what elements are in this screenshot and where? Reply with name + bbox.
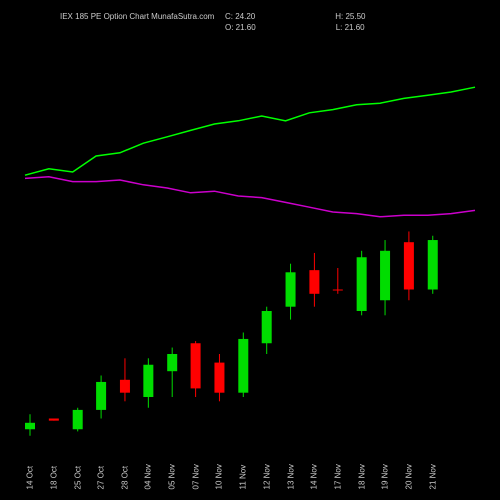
candle-body [191, 343, 201, 388]
x-axis-label: 20 Nov [404, 464, 413, 489]
candle-body [25, 423, 35, 429]
x-axis-label: 11 Nov [239, 465, 248, 490]
x-axis-label: 04 Nov [144, 464, 153, 489]
x-axis-label: 27 Oct [97, 466, 106, 490]
candle-body [49, 419, 59, 421]
candle-body [214, 363, 224, 393]
x-axis-label: 12 Nov [262, 464, 271, 489]
x-axis-label: 05 Nov [168, 464, 177, 489]
candle-body [404, 242, 414, 289]
indicator-line [25, 87, 475, 175]
x-axis-labels: 14 Oct 18 Oct 25 Oct 27 Oct 28 Oct 04 Nov 05 N… [20, 450, 480, 500]
chart-svg [0, 0, 500, 500]
x-axis-label: 25 Oct [73, 466, 82, 490]
x-axis-label: 19 Nov [381, 464, 390, 489]
candle-body [357, 257, 367, 311]
chart-container: IEX 185 PE Option Chart MunafaSutra.com … [0, 0, 500, 500]
x-axis-label: 10 Nov [215, 464, 224, 489]
x-axis-label: 28 Oct [120, 466, 129, 490]
candle-body [238, 339, 248, 393]
x-axis-label: 17 Nov [333, 464, 342, 489]
x-axis-label: 18 Nov [357, 464, 366, 489]
candle-body [309, 270, 319, 294]
x-axis-label: 14 Nov [310, 464, 319, 489]
candle-body [120, 380, 130, 393]
x-axis-label: 14 Oct [26, 466, 35, 490]
candle-body [286, 272, 296, 306]
candle-body [428, 240, 438, 289]
candle-body [96, 382, 106, 410]
candle-body [333, 290, 343, 291]
x-axis-label: 18 Oct [49, 466, 58, 490]
candle-body [73, 410, 83, 429]
candle-body [262, 311, 272, 343]
candle-body [143, 365, 153, 397]
x-axis-label: 21 Nov [428, 464, 437, 489]
x-axis-label: 13 Nov [286, 464, 295, 489]
x-axis-label: 07 Nov [191, 464, 200, 489]
candle-body [380, 251, 390, 300]
candle-body [167, 354, 177, 371]
indicator-line [25, 177, 475, 217]
